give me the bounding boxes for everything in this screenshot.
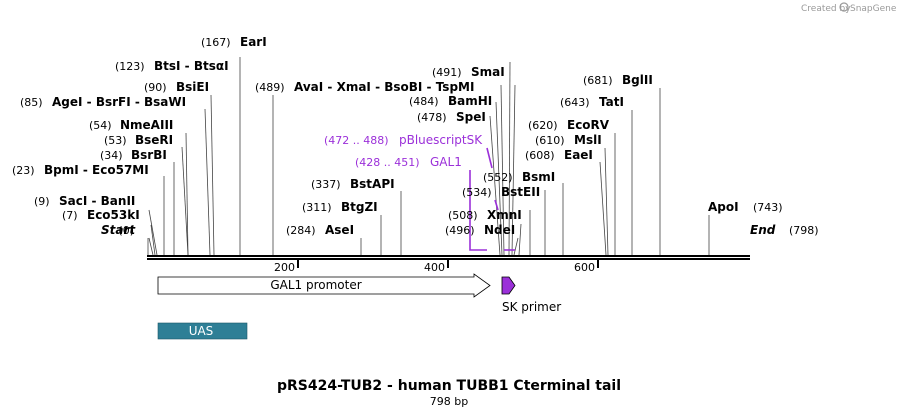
site-pos: (478) <box>417 111 447 124</box>
site-lines <box>147 57 710 256</box>
uas-label: UAS <box>189 324 214 338</box>
site-name: BglII <box>622 73 653 87</box>
sk-primer-label: SK primer <box>502 300 561 314</box>
site-pos: (484) <box>409 95 439 108</box>
site-name: BstAPI <box>350 177 395 191</box>
site-name: NdeI <box>484 223 515 237</box>
snapgene-credit: Created by SnapGene <box>801 2 897 14</box>
start-pos: (0) <box>118 224 134 237</box>
site-name: AgeI - BsrFI - BsaWI <box>52 95 186 109</box>
site-name: AvaI - XmaI - BsoBI - TspMI <box>294 80 474 94</box>
svg-text:(0): (0) <box>118 224 134 237</box>
site-pos: (743) <box>753 201 783 214</box>
site-pos: (9) <box>34 195 50 208</box>
site-pos: (681) <box>583 74 613 87</box>
site-pos: (90) <box>144 81 167 94</box>
site-name: EaeI <box>564 148 593 162</box>
site-pos: (610) <box>535 134 565 147</box>
site-name: BpmI - Eco57MI <box>44 163 149 177</box>
site-name: MslI <box>574 133 602 147</box>
site-pos: (620) <box>528 119 558 132</box>
site-pos: (167) <box>201 36 231 49</box>
site-name: BsiEI <box>176 80 209 94</box>
site-name: BsmI <box>522 170 555 184</box>
site-name: BstEII <box>501 185 540 199</box>
end-label: End <box>750 223 776 237</box>
site-name: EarI <box>240 35 267 49</box>
sequence-length: 798 bp <box>430 395 468 408</box>
sk-primer-feature[interactable]: SK primer <box>501 276 561 314</box>
primer-binding-name: pBluescriptSK <box>399 133 483 147</box>
site-name: ApoI <box>708 200 739 214</box>
ruler-tick-label: 200 <box>274 261 295 274</box>
site-pos: (23) <box>12 164 35 177</box>
site-pos: (552) <box>483 171 513 184</box>
site-name: BamHI <box>448 94 492 108</box>
site-pos: (85) <box>20 96 43 109</box>
credit-brand: SnapGene <box>850 4 897 14</box>
gal1-promoter-feature[interactable]: GAL1 promoter <box>157 273 491 298</box>
site-name: SmaI <box>471 65 505 79</box>
site-labels: (0) Start (7) Eco53kI (9) SacI - BanII (… <box>12 35 819 237</box>
promoter-label: GAL1 promoter <box>270 278 361 292</box>
promoter-arrow[interactable] <box>157 273 491 298</box>
site-name: TatI <box>599 95 624 109</box>
primer-binding-pos: (472 .. 488) <box>324 134 389 147</box>
site-pos: (534) <box>462 186 492 199</box>
uas-box[interactable] <box>157 322 248 340</box>
dna-backbone <box>147 255 750 260</box>
map-title: pRS424-TUB2 - human TUBB1 Cterminal tail <box>277 378 621 394</box>
site-pos: (7) <box>62 209 78 222</box>
sk-primer-arrow[interactable] <box>501 276 516 295</box>
site-name: Eco53kI <box>87 208 140 222</box>
end-pos: (798) <box>789 224 819 237</box>
site-name: SpeI <box>456 110 486 124</box>
site-pos: (643) <box>560 96 590 109</box>
site-name: XmnI <box>487 208 522 222</box>
site-pos: (311) <box>302 201 332 214</box>
credit-prefix: Created by <box>801 4 851 14</box>
site-name: NmeAIII <box>120 118 173 132</box>
primer-binding-pos: (428 .. 451) <box>355 156 420 169</box>
site-pos: (34) <box>100 149 123 162</box>
ruler-tick-label: 400 <box>424 261 445 274</box>
ruler-tick-label: 600 <box>574 261 595 274</box>
site-pos: (496) <box>445 224 475 237</box>
site-pos: (337) <box>311 178 341 191</box>
start-label: Start <box>101 223 136 237</box>
site-name: BtsI - BtsαI <box>154 59 229 73</box>
site-pos: (123) <box>115 60 145 73</box>
primer-binding-marks <box>469 147 515 251</box>
site-pos: (508) <box>448 209 478 222</box>
site-pos: (608) <box>525 149 555 162</box>
ruler: 200 400 600 <box>274 260 599 274</box>
site-pos: (53) <box>104 134 127 147</box>
site-name: BseRI <box>135 133 173 147</box>
site-pos: (284) <box>286 224 316 237</box>
site-name: BtgZI <box>341 200 378 214</box>
site-pos: (491) <box>432 66 462 79</box>
site-name: EcoRV <box>567 118 610 132</box>
site-name: SacI - BanII <box>59 194 135 208</box>
snapgene-logo-icon <box>839 2 849 12</box>
site-name: AseI <box>325 223 354 237</box>
site-name: BsrBI <box>131 148 167 162</box>
site-pos: (54) <box>89 119 112 132</box>
site-pos: (489) <box>255 81 285 94</box>
uas-feature[interactable]: UAS <box>157 322 248 340</box>
primer-binding-name: GAL1 <box>430 155 462 169</box>
